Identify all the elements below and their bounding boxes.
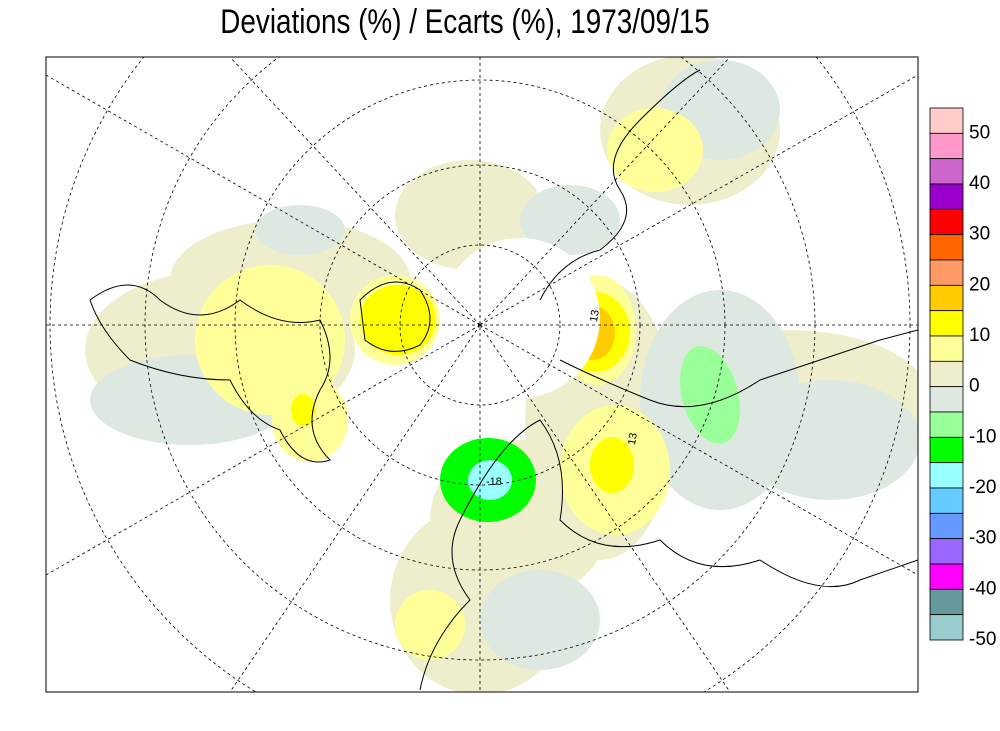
- colorbar-box: [929, 183, 964, 210]
- colorbar-box: [929, 563, 964, 590]
- graticule: [46, 57, 918, 692]
- map-frame: [45, 56, 919, 693]
- colorbar-label: 40: [969, 173, 990, 194]
- coastline: [559, 329, 918, 408]
- field-grey: [90, 60, 918, 670]
- field-cyan: [468, 460, 512, 500]
- contour-label: -18: [486, 476, 502, 488]
- colorbar-label: -50: [969, 629, 996, 650]
- coastline: [89, 284, 331, 463]
- coastline: [359, 281, 431, 352]
- colorbar-box: [929, 310, 964, 337]
- colorbar-label: 50: [969, 122, 990, 143]
- colorbar-box: [929, 614, 964, 641]
- contour-label: 13: [588, 309, 602, 323]
- colorbar-box: [929, 360, 964, 388]
- colorbar-box: [929, 386, 964, 413]
- colorbar-box: [929, 538, 964, 565]
- colorbar-label: 20: [969, 274, 990, 295]
- colorbar-label: 0: [969, 376, 980, 397]
- colorbar-label: -40: [969, 578, 996, 599]
- colorbar-box: [929, 132, 964, 160]
- colorbar-box: [929, 512, 964, 540]
- colorbar-label: -10: [969, 426, 996, 447]
- contour-label: 13: [626, 432, 640, 446]
- colorbar-label: -30: [969, 528, 996, 549]
- colorbar-label: 10: [969, 325, 990, 346]
- colorbar: 50 40 30 20 10 0 -10 -20 -30 -40 -50: [929, 107, 996, 650]
- colorbar-box: [929, 411, 964, 438]
- colorbar-label: 30: [969, 224, 990, 245]
- field-light-green: [680, 346, 740, 444]
- title: Deviations (%) / Ecarts (%), 1973/09/15: [220, 2, 709, 40]
- coastline: [419, 69, 918, 691]
- field-yellow: [360, 285, 436, 351]
- colorbar-box: [929, 436, 964, 464]
- map: 13 13 -18: [46, 57, 918, 692]
- colorbar-box: [929, 234, 964, 261]
- colorbar-box: [929, 284, 964, 312]
- colorbar-box: [929, 487, 964, 514]
- colorbar-box: [929, 259, 964, 286]
- colorbar-box: [929, 588, 964, 616]
- colorbar-label: -20: [969, 477, 996, 498]
- colorbar-box: [929, 107, 964, 134]
- colorbar-box: [929, 335, 964, 362]
- colorbar-box: [929, 208, 964, 236]
- polar-gap: [440, 238, 600, 398]
- colorbar-box: [929, 462, 964, 489]
- colorbar-box: [929, 158, 964, 185]
